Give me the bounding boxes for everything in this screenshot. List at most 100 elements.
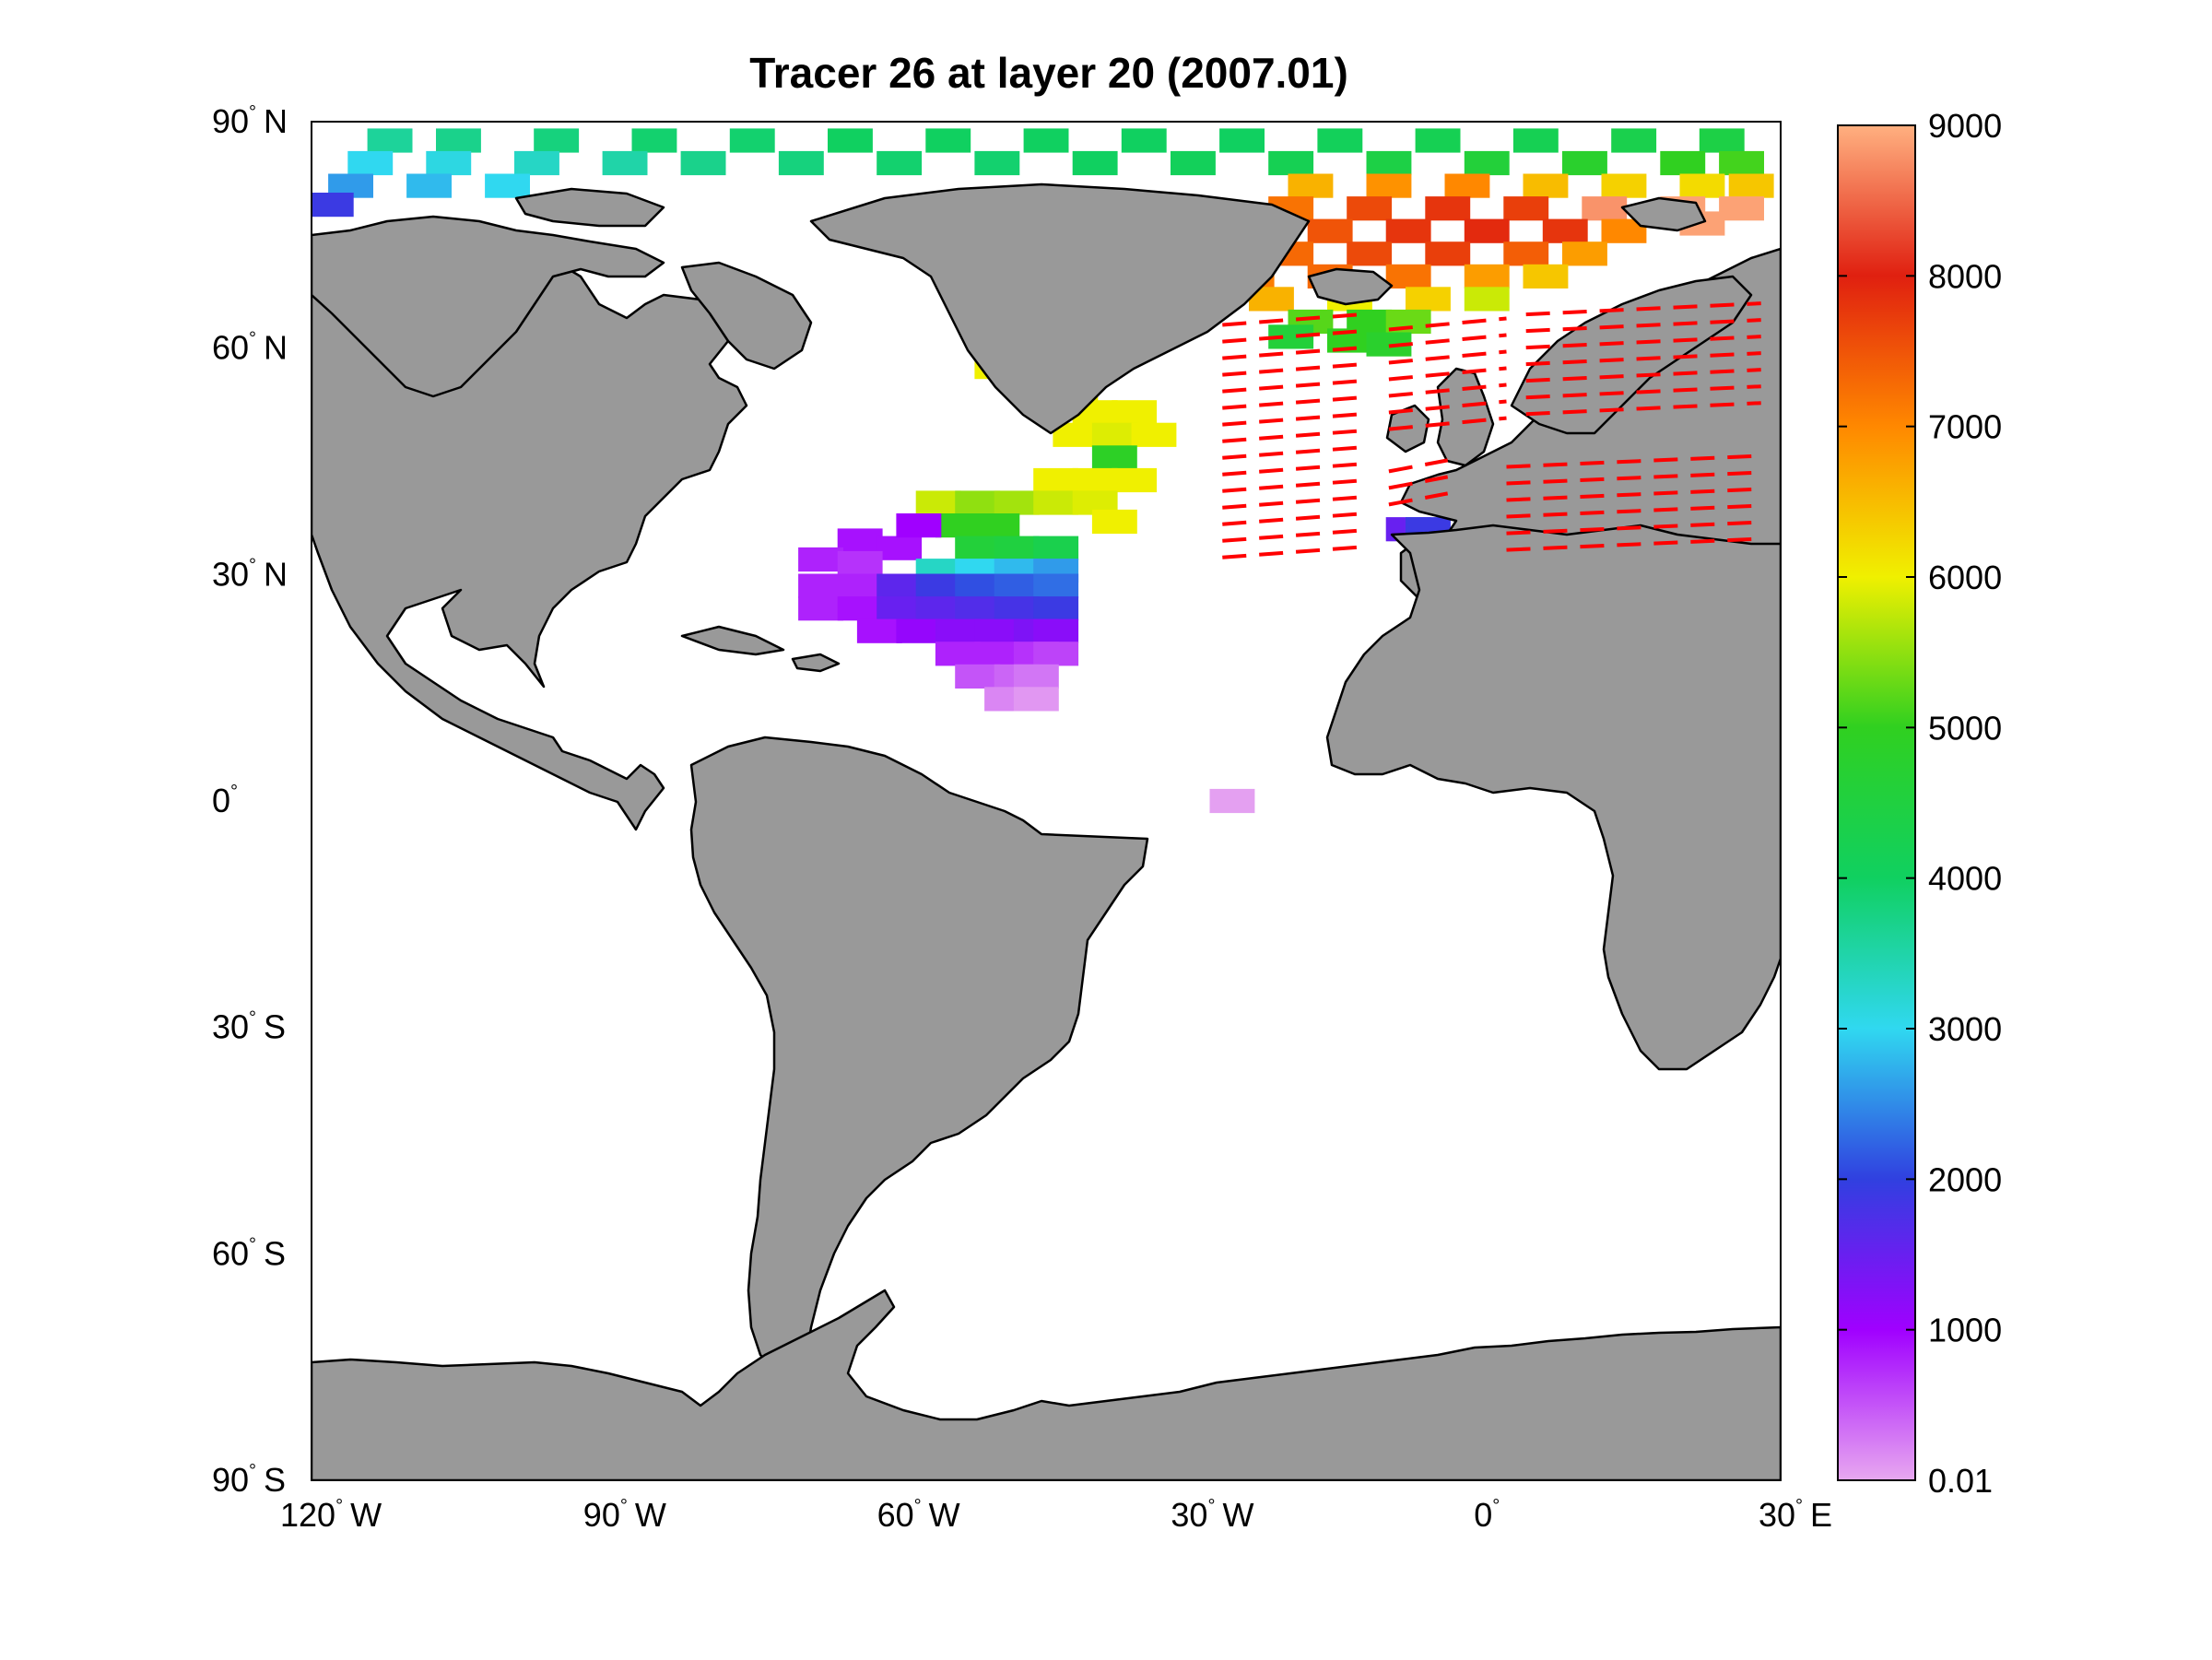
tracer-cell [1660,150,1706,176]
lat-tick-label: 60° S [212,1234,286,1272]
greenland [809,182,1311,435]
tracer-cell [798,573,843,598]
colorbar-tick-label: 5000 [1928,709,2002,747]
cuba [680,625,785,656]
lon-tick-label: 30° E [1759,1496,1832,1534]
hatch-line [1388,458,1449,474]
tracer-cell [994,536,1040,560]
lat-tick-label: 90° S [212,1461,286,1499]
tracer-cell [828,128,873,153]
tracer-cell [837,596,883,621]
svalbard [1620,196,1707,232]
hatch-line [1506,503,1761,519]
release-area-hatching [1222,301,1761,559]
tracer-cell [1219,128,1265,153]
colorbar-tick-label: 9000 [1928,107,2002,145]
hatch-line [1222,394,1370,410]
tracer-cell [837,550,883,576]
tracer-cell [436,128,481,153]
baffin-island [680,261,813,371]
south-america [689,736,1149,1384]
tracer-cell [631,128,677,153]
tracer-cell [856,618,902,643]
hatch-line [1388,491,1449,507]
tracer-cell [602,150,648,176]
tracer-cell [935,642,981,666]
tracer-cell [1679,173,1725,198]
hatch-line [1506,520,1761,536]
tracer-cell [974,618,1020,643]
tracer-cell [1699,128,1745,153]
hatch-line [1388,316,1507,332]
lon-tick-label: 30° W [1171,1496,1253,1534]
tracer-cell [534,128,580,153]
colorbar-tick-label: 4000 [1928,860,2002,898]
colorbar-tick-label: 1000 [1928,1312,2002,1349]
land-masses [312,182,1781,1480]
tracer-cell [1131,422,1177,447]
tracer-cell [1013,664,1059,689]
tracer-cell [974,513,1020,538]
hatch-line [1222,428,1370,443]
lon-tick-label: 0° [1474,1496,1500,1534]
tracer-cell [729,128,775,153]
hatch-line [1525,401,1761,417]
tracer-cell [915,490,961,515]
tracer-cell [1464,287,1510,312]
tracer-cell [1171,150,1216,176]
iceland [1307,267,1394,306]
hatch-line [1222,361,1370,377]
tracer-cell [1415,128,1461,153]
tracer-cell [994,596,1040,621]
tracer-cell [1091,445,1137,470]
hatch-line [1525,351,1761,367]
hatch-line [1525,384,1761,400]
hatch-line [1222,494,1370,510]
tracer-cell [1288,173,1334,198]
tracer-cell [1033,536,1079,560]
lat-tick-label: 0° [212,782,238,819]
tracer-cell [1406,287,1451,312]
tracer-cell [837,573,883,598]
tracer-cell [1209,788,1255,814]
tracer-cell [1112,400,1158,425]
tracer-cell [955,596,1001,621]
tracer-cell [1444,173,1490,198]
tracer-cell [1072,467,1118,493]
tracer-cell [1366,150,1412,176]
tracer-cell [1611,128,1657,153]
hatch-line [1388,383,1507,398]
tracer-cell [877,596,923,621]
hatch-line [1222,345,1370,360]
tracer-cell [1719,196,1764,221]
tracer-cell [1601,173,1647,198]
tracer-cell [1033,490,1079,515]
tracer-cell [1033,596,1079,621]
tracer-cell [974,150,1020,176]
tracer-cell [1307,218,1353,243]
hatch-line [1525,301,1761,317]
tracer-cell [1503,241,1549,266]
tracer-cell [1425,196,1471,221]
hatch-line [1525,318,1761,334]
tracer-cell [935,618,981,643]
tracer-cell [1317,128,1363,153]
tracer-cell [1072,150,1118,176]
hatch-line [1388,399,1507,415]
longitude-tick-labels: 120° W 90° W 60° W 30° W 0° 30° E [280,1496,1832,1534]
tracer-cell [312,193,354,218]
lat-tick-label: 30° N [212,555,288,593]
colorbar-tick-label: 7000 [1928,408,2002,446]
tracer-cell [896,618,942,643]
hatch-line [1222,312,1370,327]
tracer-cell [485,173,530,198]
hatch-line [1388,349,1507,365]
tracer-cell [680,150,726,176]
tracer-cell [955,490,1001,515]
page-title: Tracer 26 at layer 20 (2007.01) [749,49,1348,97]
colorbar-ticks: 9000 8000 7000 6000 5000 4000 3000 2000 1000 0.01 [1838,107,2002,1500]
lon-tick-label: 90° W [583,1496,666,1534]
tracer-cell [1268,150,1314,176]
latitude-tick-labels: 90° N 60° N 30° N 0° 30° S 60° S 90° S [212,102,288,1499]
hatch-line [1388,416,1507,431]
